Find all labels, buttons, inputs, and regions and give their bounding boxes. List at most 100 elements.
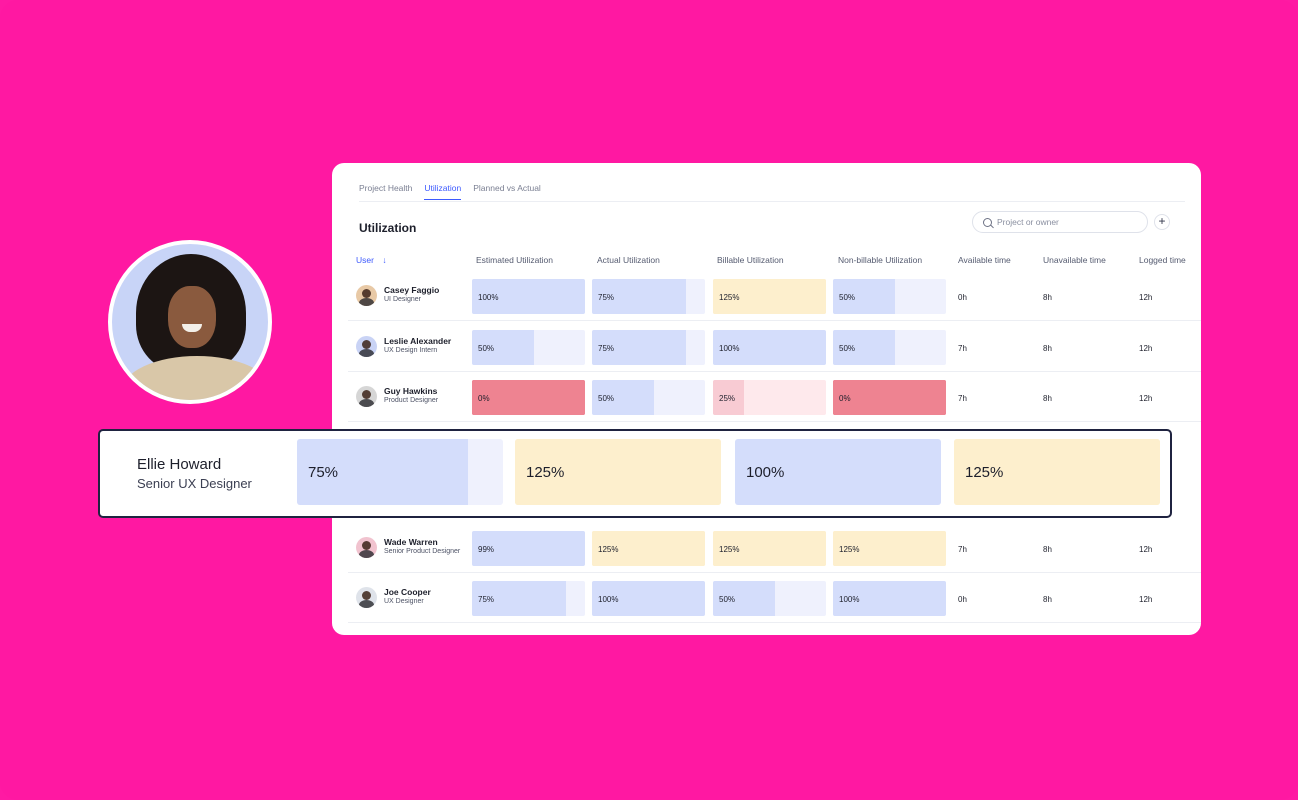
estimated-utilization-bar: 50% [472, 330, 585, 365]
user-name: Joe Cooper [384, 587, 431, 597]
tab-project-health[interactable]: Project Health [359, 183, 413, 193]
table-row[interactable]: Casey Faggio UI Designer 100% 75% 125% 50% 0h 8… [332, 271, 1201, 321]
column-header-actual: Actual Utilization [597, 255, 660, 265]
billable-utilization-bar: 50% [713, 581, 826, 616]
nonbillable-utilization-bar: 125% [833, 531, 946, 566]
logged-time: 12h [1139, 595, 1153, 604]
utilization-value: 75% [308, 464, 339, 481]
highlighted-user-row[interactable]: Ellie Howard Senior UX Designer 75% 125% 1… [98, 429, 1172, 518]
column-header-estimated: Estimated Utilization [476, 255, 554, 265]
utilization-fill [592, 531, 705, 566]
utilization-fill [735, 439, 941, 505]
tab-utilization[interactable]: Utilization [424, 183, 462, 200]
utilization-value: 75% [598, 293, 615, 302]
utilization-value: 50% [839, 293, 856, 302]
search-icon [983, 217, 992, 227]
row-divider [348, 320, 1201, 321]
utilization-fill [472, 380, 585, 415]
avatar [356, 285, 377, 306]
table-row[interactable]: Wade Warren Senior Product Designer 99% 125… [332, 523, 1201, 573]
user-role: UX Design Intern [384, 347, 438, 354]
utilization-fill [472, 279, 585, 314]
unavailable-time: 8h [1043, 344, 1052, 353]
sort-arrow-icon[interactable]: ↓ [382, 255, 387, 265]
utilization-value: 100% [598, 595, 619, 604]
highlighted-actual-bar: 125% [515, 439, 721, 505]
unavailable-time: 8h [1043, 394, 1052, 403]
nonbillable-utilization-bar: 50% [833, 330, 946, 365]
avatar [356, 587, 377, 608]
table-row[interactable]: Leslie Alexander UX Design Intern 50% 75% 10… [332, 322, 1201, 372]
billable-utilization-bar: 125% [713, 531, 826, 566]
utilization-fill [713, 330, 826, 365]
tabs-divider [359, 201, 1185, 202]
column-header-billable: Billable Utilization [717, 255, 784, 265]
table-row[interactable]: Guy Hawkins Product Designer 0% 50% 25% 0% 7h 8… [332, 372, 1201, 422]
column-header-available: Available time [958, 255, 1011, 265]
utilization-value: 50% [478, 344, 495, 353]
billable-utilization-bar: 100% [713, 330, 826, 365]
utilization-fill [713, 531, 826, 566]
available-time: 0h [958, 293, 967, 302]
estimated-utilization-bar: 99% [472, 531, 585, 566]
utilization-fill [592, 330, 686, 365]
row-divider [348, 622, 1201, 623]
utilization-fill [833, 330, 896, 365]
highlighted-billable-bar: 100% [735, 439, 941, 505]
user-name: Leslie Alexander [384, 336, 452, 346]
billable-utilization-bar: 25% [713, 380, 826, 415]
column-header-unavailable: Unavailable time [1043, 255, 1106, 265]
profile-photo [108, 240, 272, 404]
actual-utilization-bar: 50% [592, 380, 705, 415]
available-time: 7h [958, 394, 967, 403]
logged-time: 12h [1139, 293, 1153, 302]
logged-time: 12h [1139, 344, 1153, 353]
estimated-utilization-bar: 0% [472, 380, 585, 415]
unavailable-time: 8h [1043, 545, 1052, 554]
nonbillable-utilization-bar: 50% [833, 279, 946, 314]
utilization-fill [472, 581, 566, 616]
utilization-value: 100% [719, 344, 740, 353]
user-role: Senior Product Designer [384, 548, 461, 555]
utilization-fill [713, 380, 744, 415]
highlighted-user-name: Ellie Howard [137, 456, 222, 473]
highlighted-nonbillable-bar: 125% [954, 439, 1160, 505]
table-row[interactable]: Joe Cooper UX Designer 75% 100% 50% 100% 0h 8h 1… [332, 573, 1201, 623]
tab-bar: Project Health Utilization Planned vs Ac… [359, 183, 541, 200]
utilization-fill [472, 330, 535, 365]
avatar [356, 537, 377, 558]
user-name: Wade Warren [384, 537, 438, 547]
utilization-value: 0% [839, 394, 851, 403]
unavailable-time: 8h [1043, 595, 1052, 604]
utilization-value: 100% [478, 293, 499, 302]
utilization-fill [833, 380, 946, 415]
user-role: UI Designer [384, 296, 421, 303]
utilization-fill [833, 531, 946, 566]
available-time: 7h [958, 545, 967, 554]
tab-planned-vs-actual[interactable]: Planned vs Actual [473, 183, 541, 193]
utilization-fill [954, 439, 1160, 505]
utilization-fill [713, 581, 776, 616]
avatar [356, 386, 377, 407]
column-header-logged: Logged time [1139, 255, 1186, 265]
actual-utilization-bar: 75% [592, 279, 705, 314]
utilization-value: 125% [598, 545, 619, 554]
table-header: User ↓ Estimated Utilization Actual Util… [332, 253, 1201, 267]
column-header-user[interactable]: User ↓ [356, 255, 387, 265]
available-time: 7h [958, 344, 967, 353]
search-input[interactable]: Project or owner [972, 211, 1148, 233]
utilization-value: 99% [478, 545, 495, 554]
user-name: Guy Hawkins [384, 386, 438, 396]
actual-utilization-bar: 75% [592, 330, 705, 365]
column-header-nonbillable: Non-billable Utilization [838, 255, 923, 265]
utilization-value: 125% [719, 545, 740, 554]
highlighted-estimated-bar: 75% [297, 439, 503, 505]
utilization-fill [713, 279, 826, 314]
add-button[interactable]: + [1154, 214, 1170, 230]
utilization-value: 50% [598, 394, 615, 403]
utilization-value: 50% [839, 344, 856, 353]
estimated-utilization-bar: 75% [472, 581, 585, 616]
billable-utilization-bar: 125% [713, 279, 826, 314]
column-header-user-label: User [356, 255, 374, 265]
row-divider [348, 421, 1201, 422]
